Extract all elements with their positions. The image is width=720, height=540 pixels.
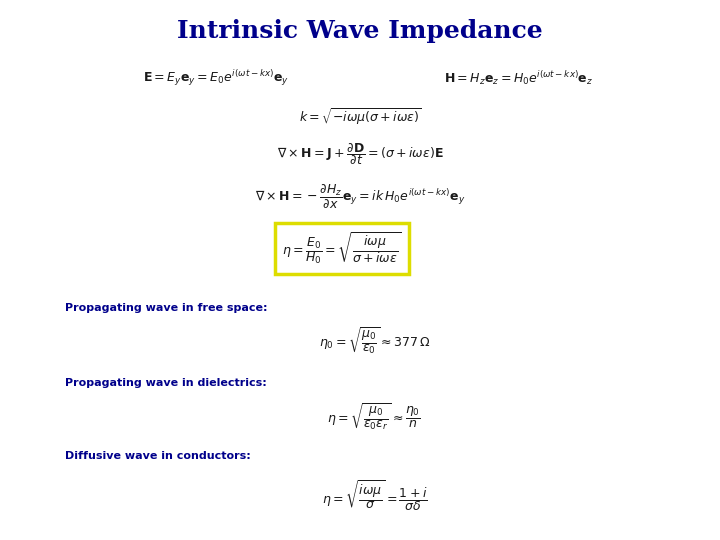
Text: $\eta_0 = \sqrt{\dfrac{\mu_0}{\varepsilon_0}} \approx 377\,\Omega$: $\eta_0 = \sqrt{\dfrac{\mu_0}{\varepsilo… [319, 325, 430, 356]
Text: $\mathbf{E} = E_y\mathbf{e}_y = E_0 e^{i(\omega t - kx)}\mathbf{e}_y$: $\mathbf{E} = E_y\mathbf{e}_y = E_0 e^{i… [143, 69, 289, 88]
Text: Diffusive wave in conductors:: Diffusive wave in conductors: [65, 451, 251, 461]
Text: $\eta = \sqrt{\dfrac{i\omega\mu}{\sigma}} = \dfrac{1+i}{\sigma\delta}$: $\eta = \sqrt{\dfrac{i\omega\mu}{\sigma}… [322, 478, 427, 512]
Text: Propagating wave in free space:: Propagating wave in free space: [65, 303, 267, 313]
Text: $\eta = \dfrac{E_0}{H_0} = \sqrt{\dfrac{i\omega\mu}{\sigma + i\omega\varepsilon}: $\eta = \dfrac{E_0}{H_0} = \sqrt{\dfrac{… [282, 231, 402, 266]
Text: $\mathbf{H} = H_z\mathbf{e}_z = H_0 e^{i(\omega t - kx)}\mathbf{e}_z$: $\mathbf{H} = H_z\mathbf{e}_z = H_0 e^{i… [444, 69, 593, 87]
Text: $\nabla \times \mathbf{H} = -\dfrac{\partial H_z}{\partial x}\mathbf{e}_y = ik\,: $\nabla \times \mathbf{H} = -\dfrac{\par… [255, 183, 465, 211]
Text: Propagating wave in dielectrics:: Propagating wave in dielectrics: [65, 379, 266, 388]
Text: $\eta = \sqrt{\dfrac{\mu_0}{\varepsilon_0 \varepsilon_r}} \approx \dfrac{\eta_0}: $\eta = \sqrt{\dfrac{\mu_0}{\varepsilon_… [328, 401, 421, 433]
Text: $\nabla \times \mathbf{H} = \mathbf{J} + \dfrac{\partial \mathbf{D}}{\partial t}: $\nabla \times \mathbf{H} = \mathbf{J} +… [276, 141, 444, 167]
Text: $k = \sqrt{-i\omega\mu(\sigma + i\omega\varepsilon)}$: $k = \sqrt{-i\omega\mu(\sigma + i\omega\… [299, 106, 421, 126]
Text: Intrinsic Wave Impedance: Intrinsic Wave Impedance [177, 19, 543, 43]
